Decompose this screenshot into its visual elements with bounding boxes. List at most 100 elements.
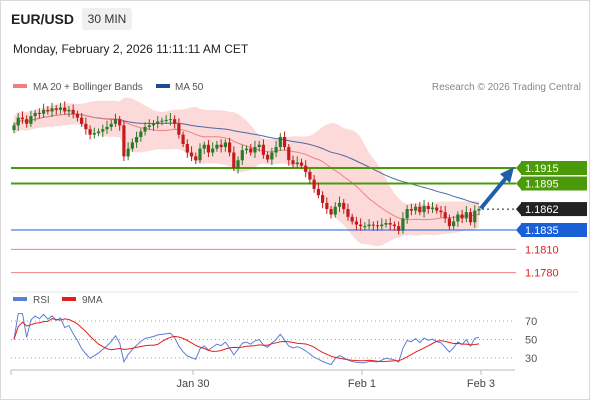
level-last: 1.1862: [482, 202, 587, 217]
candle: [397, 221, 401, 235]
rsi-tick-label: 70: [525, 316, 537, 328]
candle: [109, 119, 113, 131]
candle: [206, 140, 211, 158]
candle: [151, 119, 156, 131]
candle: [80, 112, 84, 127]
candle: [261, 139, 266, 159]
ma20-legend-swatch: [13, 84, 27, 88]
candle: [452, 216, 456, 230]
candle: [435, 204, 439, 214]
x-axis-ticks: Jan 30 Feb 1 Feb 3: [10, 370, 495, 390]
candle: [156, 116, 160, 129]
candle: [29, 110, 33, 127]
ma50-legend-swatch: [156, 84, 170, 88]
rsi-line: [13, 313, 480, 366]
candle: [371, 221, 375, 231]
candle: [143, 122, 147, 136]
candle: [253, 140, 257, 158]
candle: [236, 156, 240, 174]
candle: [249, 143, 253, 156]
candle: [164, 115, 168, 124]
candle: [282, 131, 287, 151]
x-tick-label: Jan 30: [176, 378, 209, 390]
candle: [468, 208, 473, 226]
candle: [422, 199, 426, 218]
level-price-label: 1.1915: [525, 163, 559, 175]
price-levels: 1.1915 1.1895 1.1862 1.1835 1.1810 1.1780: [11, 161, 587, 280]
candle: [257, 140, 261, 152]
candle: [177, 118, 181, 139]
rsi-ma-legend-label: 9MA: [82, 295, 103, 306]
candle: [477, 205, 481, 216]
level-support: 1.1835: [11, 223, 587, 237]
candle: [363, 222, 367, 230]
x-tick-label: Feb 1: [348, 378, 376, 390]
candle: [409, 203, 413, 216]
datetime-label: Monday, February 2, 2026 11:11:11 AM CET: [13, 42, 249, 56]
candle: [460, 209, 464, 224]
candle: [88, 125, 92, 140]
candle: [333, 202, 337, 218]
ma20-legend-label: MA 20 + Bollinger Bands: [33, 82, 143, 93]
candle: [185, 139, 189, 158]
candle: [270, 147, 274, 165]
candle: [401, 212, 405, 234]
candle: [105, 120, 109, 134]
candle: [63, 101, 67, 115]
candle: [126, 142, 130, 161]
x-tick-label: Feb 3: [467, 378, 495, 390]
bollinger-band: [14, 97, 479, 247]
candle: [413, 203, 418, 215]
candle: [295, 156, 299, 168]
candle: [58, 102, 63, 114]
rsi-tick-label: 30: [525, 353, 537, 365]
candle: [439, 205, 443, 218]
candle: [33, 109, 37, 122]
candle: [359, 218, 363, 231]
timeframe-button[interactable]: 30 MIN: [82, 8, 132, 30]
rsi-tick-label: 50: [525, 335, 537, 347]
level-resistance: 1.1895: [11, 176, 587, 191]
candle: [189, 146, 194, 162]
candle: [367, 219, 371, 230]
candle: [139, 128, 143, 142]
candle: [20, 111, 25, 124]
level-price-label: 1.1780: [525, 268, 559, 280]
candle: [160, 117, 164, 126]
candle: [266, 151, 270, 163]
candle: [447, 214, 452, 230]
candle: [122, 120, 126, 162]
candle: [75, 110, 80, 122]
candle: [41, 103, 46, 118]
candle: [329, 205, 333, 219]
projection-arrow: [480, 167, 514, 209]
candle: [418, 202, 422, 216]
candle: [392, 221, 397, 231]
candle: [350, 213, 354, 225]
candle: [198, 143, 202, 164]
candle: [232, 146, 236, 172]
candle: [181, 131, 185, 148]
candle: [37, 108, 41, 119]
candle: [54, 105, 58, 115]
candle: [405, 205, 409, 224]
candles: [12, 101, 481, 235]
candle: [278, 133, 282, 151]
candle: [101, 124, 105, 137]
level-price-label: 1.1862: [525, 204, 559, 216]
candle: [211, 142, 215, 157]
rsi-legend-label: RSI: [33, 295, 50, 306]
candle: [287, 143, 291, 166]
candle: [219, 139, 223, 153]
candle: [25, 115, 29, 128]
candle: [342, 199, 346, 214]
candle: [274, 140, 278, 158]
candle: [50, 102, 54, 117]
level-resistance: 1.1915: [11, 161, 587, 175]
candle: [71, 104, 75, 119]
candle: [215, 140, 219, 152]
candle: [320, 191, 325, 209]
candle: [134, 131, 139, 148]
candle: [384, 219, 388, 228]
